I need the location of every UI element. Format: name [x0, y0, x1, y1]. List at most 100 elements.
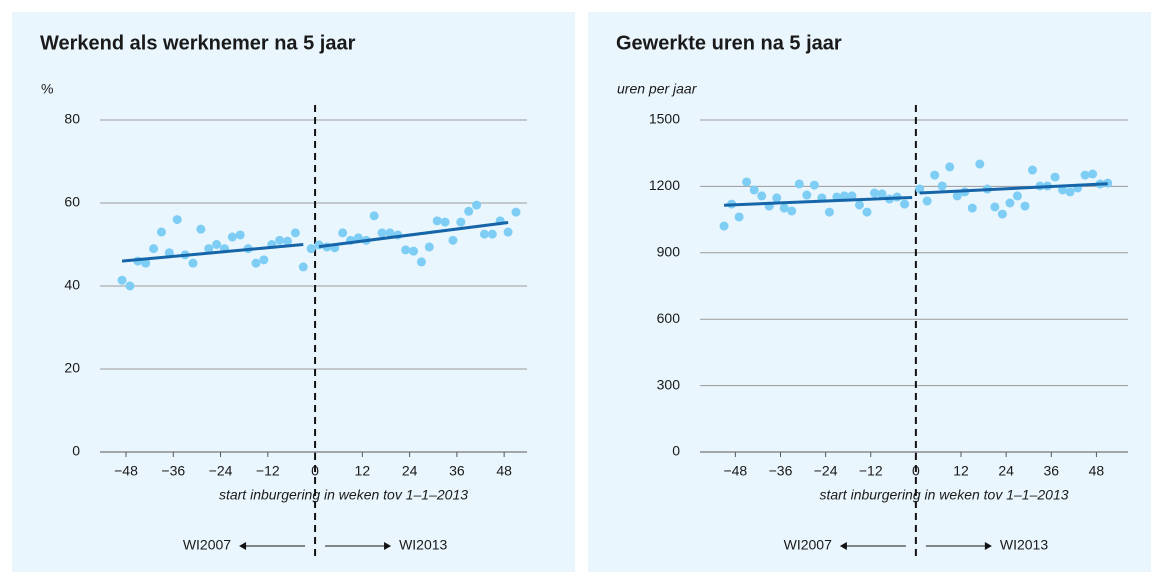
- point: [298, 262, 308, 272]
- point: [930, 170, 940, 180]
- point: [464, 206, 474, 216]
- x-tick-label: −12: [256, 463, 280, 479]
- arrow-label: WI2013: [399, 537, 447, 553]
- point: [967, 203, 977, 213]
- point: [922, 196, 932, 206]
- point: [1058, 185, 1068, 195]
- point: [448, 235, 458, 245]
- chart-title: Gewerkte uren na 5 jaar: [616, 32, 842, 54]
- point: [847, 191, 857, 201]
- point: [990, 202, 1000, 212]
- x-tick-label: 12: [953, 463, 969, 479]
- point: [787, 206, 797, 216]
- point: [283, 236, 293, 246]
- trend-line: [919, 182, 1108, 195]
- point: [511, 207, 521, 217]
- point: [196, 224, 206, 234]
- point: [809, 180, 819, 190]
- point: [409, 246, 419, 256]
- point: [877, 189, 887, 199]
- y-tick-label: 1200: [649, 177, 680, 193]
- point: [1005, 198, 1015, 208]
- trend-line: [318, 221, 509, 249]
- x-tick-label: −36: [161, 463, 185, 479]
- x-tick-label: −48: [723, 463, 747, 479]
- point: [235, 230, 245, 240]
- point: [772, 193, 782, 203]
- arrow-label: WI2013: [1000, 537, 1048, 553]
- arrowhead: [984, 542, 992, 550]
- x-tick-label: 36: [449, 463, 465, 479]
- point: [251, 258, 261, 268]
- point: [1027, 165, 1037, 175]
- point: [401, 245, 411, 255]
- x-tick-label: −24: [814, 463, 838, 479]
- point: [456, 217, 466, 227]
- point: [164, 248, 174, 258]
- panel: [588, 12, 1151, 572]
- point: [188, 258, 198, 268]
- point: [1012, 191, 1022, 201]
- point: [854, 200, 864, 210]
- point: [156, 227, 166, 237]
- y-axis-label: %: [41, 81, 53, 97]
- x-axis-label: start inburgering in weken tov 1–1–2013: [819, 487, 1068, 503]
- point: [1050, 172, 1060, 182]
- y-tick-label: 0: [72, 443, 80, 459]
- x-tick-label: 36: [1043, 463, 1059, 479]
- chart-title: Werkend als werknemer na 5 jaar: [40, 32, 356, 54]
- point: [779, 203, 789, 213]
- point: [479, 229, 489, 239]
- trend-line: [724, 195, 913, 207]
- x-axis-label: start inburgering in weken tov 1–1–2013: [219, 487, 468, 503]
- panel: [12, 12, 575, 572]
- y-tick-label: 600: [657, 310, 681, 326]
- x-tick-label: 48: [1089, 463, 1105, 479]
- point: [259, 255, 269, 265]
- point: [227, 232, 237, 242]
- point: [794, 179, 804, 189]
- point: [141, 258, 151, 268]
- arrow-label: WI2007: [183, 537, 231, 553]
- point: [338, 228, 348, 238]
- point: [416, 257, 426, 267]
- point: [306, 244, 316, 254]
- y-axis-label: uren per jaar: [617, 81, 698, 97]
- point: [937, 181, 947, 191]
- y-tick-label: 80: [64, 111, 80, 127]
- point: [117, 275, 127, 285]
- point: [900, 199, 910, 209]
- point: [212, 240, 222, 249]
- y-tick-label: 1500: [649, 111, 680, 127]
- y-tick-label: 60: [64, 194, 80, 210]
- trend-line: [121, 243, 304, 263]
- x-tick-label: −12: [859, 463, 883, 479]
- point: [149, 244, 159, 254]
- point: [275, 235, 285, 245]
- point: [719, 221, 729, 231]
- point: [472, 200, 482, 210]
- point: [870, 188, 880, 198]
- arrow-label: WI2007: [784, 537, 832, 553]
- y-tick-label: 0: [672, 443, 680, 459]
- y-tick-label: 300: [657, 376, 681, 392]
- arrowhead: [239, 542, 247, 550]
- point: [824, 207, 834, 217]
- point: [125, 281, 135, 291]
- point: [172, 215, 182, 225]
- x-tick-label: 12: [355, 463, 371, 479]
- point: [952, 191, 962, 201]
- point: [802, 190, 812, 200]
- point: [757, 191, 767, 201]
- point: [1088, 169, 1098, 179]
- point: [734, 212, 744, 222]
- point: [1020, 201, 1030, 211]
- point: [1065, 187, 1075, 197]
- x-tick-label: 48: [496, 463, 512, 479]
- point: [487, 229, 497, 239]
- point: [377, 228, 387, 238]
- point: [290, 228, 300, 238]
- point: [839, 191, 849, 201]
- x-tick-label: −24: [209, 463, 233, 479]
- point: [975, 159, 985, 169]
